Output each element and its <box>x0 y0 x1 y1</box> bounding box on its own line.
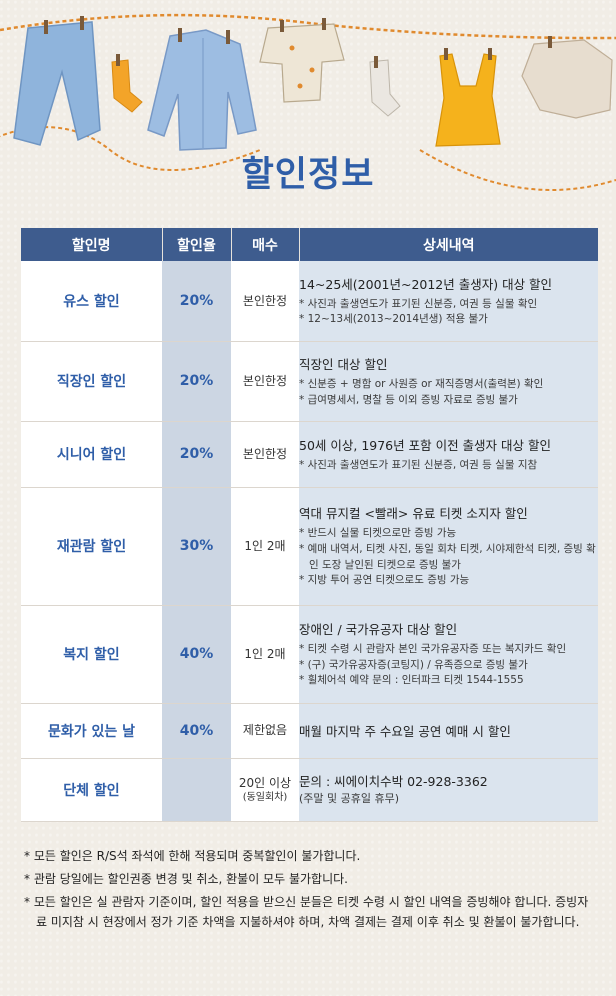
white-sock-icon <box>369 59 401 117</box>
ticket-qty: 본인한정 <box>231 341 299 422</box>
discount-name: 복지 할인 <box>21 605 162 704</box>
footnote: * 모든 할인은 실 관람자 기준이며, 할인 적용을 받으신 분들은 티켓 수… <box>24 895 589 929</box>
discount-name: 직장인 할인 <box>21 341 162 422</box>
table-row: 시니어 할인 20% 본인한정 50세 이상, 1976년 포함 이전 출생자 … <box>21 421 598 488</box>
detail-note: * 지방 투어 공연 티켓으로도 증빙 가능 <box>299 574 470 587</box>
ticket-qty-label: 제한없음 <box>242 723 288 738</box>
ticket-qty: 제한없음 <box>231 703 299 759</box>
detail-main: 장애인 / 국가유공자 대상 할인 <box>299 621 458 637</box>
ticket-qty: 20인 이상 (동일회차) <box>231 758 299 822</box>
detail-main: 50세 이상, 1976년 포함 이전 출생자 대상 할인 <box>299 437 552 453</box>
detail-note: * 반드시 실물 티켓으로만 증빙 가능 <box>299 527 457 539</box>
ticket-qty-label: 1인 2매 <box>244 538 286 553</box>
sweater-icon <box>521 39 613 119</box>
discount-table: 할인명 할인율 매수 상세내역 유스 할인 20% 본인한정 14~25세(20… <box>21 228 598 822</box>
discount-detail: 50세 이상, 1976년 포함 이전 출생자 대상 할인 * 사진과 출생연도… <box>299 421 598 488</box>
clothesline-right <box>419 149 616 191</box>
ticket-qty: 1인 2매 <box>231 487 299 606</box>
ticket-qty: 1인 2매 <box>231 605 299 704</box>
ticket-qty: 본인한정 <box>231 421 299 488</box>
detail-note: * (구) 국가유공자증(코팅지) / 유족증으로 증빙 불가 <box>299 658 528 671</box>
detail-note: * 티켓 수령 시 관람자 본인 국가유공자증 또는 복지카드 확인 <box>299 642 567 655</box>
detail-main: 14~25세(2001년~2012년 출생자) 대상 할인 <box>299 276 553 292</box>
table-row: 재관람 할인 30% 1인 2매 역대 뮤지컬 <빨래> 유료 티켓 소지자 할… <box>21 487 598 606</box>
detail-main: 역대 뮤지컬 <빨래> 유료 티켓 소지자 할인 <box>299 506 528 521</box>
table-row: 직장인 할인 20% 본인한정 직장인 대상 할인 * 신분증 + 명함 or … <box>21 341 598 422</box>
discount-detail: 14~25세(2001년~2012년 출생자) 대상 할인 * 사진과 출생연도… <box>299 261 598 342</box>
detail-note: * 예매 내역서, 티켓 사진, 동일 회차 티켓, 시야제한석 티켓, 증빙 … <box>299 542 596 571</box>
header-details: 상세내역 <box>299 228 598 261</box>
detail-note: * 사진과 출생연도가 표기된 신분증, 여권 등 실물 확인 <box>299 297 538 310</box>
discount-rate: 20% <box>162 421 231 488</box>
discount-detail: 역대 뮤지컬 <빨래> 유료 티켓 소지자 할인 * 반드시 실물 티켓으로만 … <box>299 487 598 606</box>
detail-main: 문의 : 씨에이치수박 02-928-3362 <box>299 774 488 790</box>
ticket-qty-label: 본인한정 <box>242 373 288 388</box>
discount-name: 재관람 할인 <box>21 487 162 606</box>
discount-rate: 30% <box>162 487 231 606</box>
clothesline <box>0 13 616 40</box>
discount-name: 단체 할인 <box>21 758 162 822</box>
patterned-top-icon <box>259 23 345 103</box>
laundry-line-illustration <box>0 13 616 191</box>
detail-note: * 12~13세(2013~2014년생) 적용 불가 <box>299 313 488 326</box>
detail-main: 직장인 대상 할인 <box>299 356 388 372</box>
clothespin-icons <box>44 16 552 68</box>
footnotes: * 모든 할인은 R/S석 좌석에 한해 적용되며 중복할인이 불가합니다. *… <box>24 847 596 936</box>
header-discount-name: 할인명 <box>21 228 163 261</box>
ticket-qty: 본인한정 <box>231 261 299 342</box>
table-row: 유스 할인 20% 본인한정 14~25세(2001년~2012년 출생자) 대… <box>21 261 598 342</box>
discount-detail: 직장인 대상 할인 * 신분증 + 명함 or 사원증 or 재직증명서(출력본… <box>299 341 598 422</box>
detail-main: 매월 마지막 주 수요일 공연 예매 시 할인 <box>299 724 511 739</box>
sock-icon <box>111 59 143 113</box>
discount-detail: 매월 마지막 주 수요일 공연 예매 시 할인 <box>299 703 598 759</box>
discount-name: 시니어 할인 <box>21 421 162 488</box>
discount-name: 문화가 있는 날 <box>21 703 162 759</box>
footnote: * 모든 할인은 R/S석 좌석에 한해 적용되며 중복할인이 불가합니다. <box>24 849 361 863</box>
ticket-qty-label: 1인 2매 <box>244 646 286 661</box>
discount-rate: 20% <box>162 261 231 342</box>
detail-note: * 사진과 출생연도가 표기된 신분증, 여권 등 실물 지참 <box>299 458 538 471</box>
discount-detail: 문의 : 씨에이치수박 02-928-3362 (주말 및 공휴일 휴무) <box>299 758 598 822</box>
table-header-row: 할인명 할인율 매수 상세내역 <box>21 228 598 261</box>
ticket-qty-label: 본인한정 <box>242 293 288 308</box>
header-discount-rate: 할인율 <box>162 228 232 261</box>
ticket-qty-label: 본인한정 <box>242 446 288 461</box>
discount-rate: 20% <box>162 341 231 422</box>
page-title: 할인정보 <box>241 155 375 195</box>
ticket-qty-label: 20인 이상 <box>238 775 292 790</box>
discount-rate: 40% <box>162 703 231 759</box>
table-row: 단체 할인 20인 이상 (동일회차) 문의 : 씨에이치수박 02-928-3… <box>21 758 598 822</box>
table-row: 문화가 있는 날 40% 제한없음 매월 마지막 주 수요일 공연 예매 시 할… <box>21 703 598 759</box>
detail-note: * 급여명세서, 명찰 등 이외 증빙 자료로 증빙 불가 <box>299 393 518 406</box>
header-ticket-qty: 매수 <box>231 228 300 261</box>
discount-rate <box>162 758 231 822</box>
detail-note: (주말 및 공휴일 휴무) <box>299 792 400 806</box>
table-row: 복지 할인 40% 1인 2매 장애인 / 국가유공자 대상 할인 * 티켓 수… <box>21 605 598 704</box>
discount-name: 유스 할인 <box>21 261 162 342</box>
shirt-icon <box>147 29 257 151</box>
detail-note: * 휠체어석 예약 문의 : 인터파크 티켓 1544-1555 <box>299 674 524 687</box>
footnote: * 관람 당일에는 할인권종 변경 및 취소, 환불이 모두 불가합니다. <box>24 872 348 887</box>
discount-rate: 40% <box>162 605 231 704</box>
tank-top-icon <box>435 53 501 147</box>
jeans-icon <box>13 21 101 146</box>
discount-detail: 장애인 / 국가유공자 대상 할인 * 티켓 수령 시 관람자 본인 국가유공자… <box>299 605 598 704</box>
ticket-qty-sub: (동일회차) <box>242 791 288 803</box>
detail-note: * 신분증 + 명함 or 사원증 or 재직증명서(출력본) 확인 <box>299 377 544 390</box>
